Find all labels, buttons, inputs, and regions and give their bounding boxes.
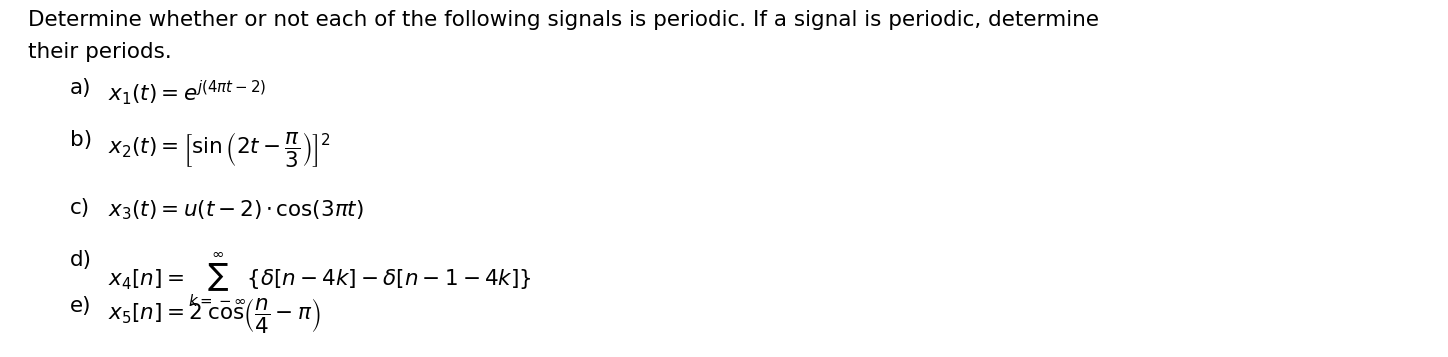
Text: a): a) [70,78,91,98]
Text: $x_5[n] = 2\;\cos\!\left(\dfrac{n}{4} - \pi\right)$: $x_5[n] = 2\;\cos\!\left(\dfrac{n}{4} - … [109,296,320,335]
Text: e): e) [70,296,91,316]
Text: Determine whether or not each of the following signals is periodic. If a signal : Determine whether or not each of the fol… [28,10,1099,30]
Text: b): b) [70,130,93,150]
Text: $x_3(t) = u(t-2)\,{\cdot}\,\cos(3\pi t)$: $x_3(t) = u(t-2)\,{\cdot}\,\cos(3\pi t)$ [109,198,363,222]
Text: $x_1(t) = e^{j(4\pi t-2)}$: $x_1(t) = e^{j(4\pi t-2)}$ [109,78,266,107]
Text: c): c) [70,198,90,218]
Text: $x_2(t) = \left[\sin\left(2t - \dfrac{\pi}{3}\right)\right]^{2}$: $x_2(t) = \left[\sin\left(2t - \dfrac{\p… [109,130,330,169]
Text: $x_4[n] = \sum_{k=-\infty}^{\infty}\{\delta[n-4k] - \delta[n-1-4k]\}$: $x_4[n] = \sum_{k=-\infty}^{\infty}\{\de… [109,250,531,309]
Text: their periods.: their periods. [28,42,172,62]
Text: d): d) [70,250,93,270]
